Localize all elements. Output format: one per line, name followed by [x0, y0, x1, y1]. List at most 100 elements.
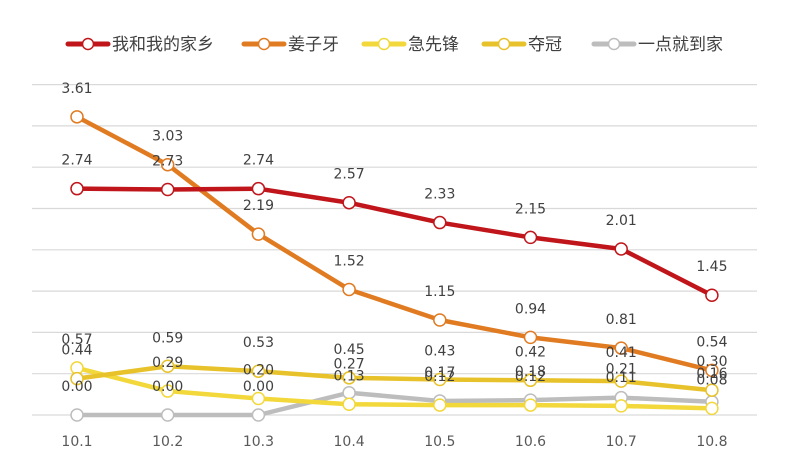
- data-label: 0.20: [243, 362, 274, 378]
- series-0: [70, 181, 719, 302]
- data-point[interactable]: [251, 408, 266, 422]
- legend-marker-icon: [497, 37, 511, 51]
- gridlines: [32, 83, 757, 416]
- legend-label: 我和我的家乡: [112, 35, 214, 55]
- data-point[interactable]: [614, 399, 628, 413]
- series-3: [70, 359, 719, 397]
- data-label: 0.29: [152, 355, 183, 371]
- legend-label: 一点就到家: [638, 35, 723, 55]
- data-labels: 2.74 2.73 2.74 2.57 2.33 2.15 2.01 1.45 3.61 3.03…: [61, 81, 727, 395]
- data-point[interactable]: [70, 181, 84, 196]
- data-point[interactable]: [705, 288, 719, 302]
- data-point[interactable]: [251, 391, 266, 406]
- x-tick-label: 10.3: [243, 434, 274, 450]
- series-line: [74, 390, 715, 418]
- x-axis: 10.1 10.2 10.3 10.4 10.5 10.6 10.7 10.8: [61, 434, 727, 450]
- data-point[interactable]: [614, 341, 628, 355]
- data-label: 0.43: [424, 343, 455, 359]
- legend-item[interactable]: 一点就到家: [591, 35, 723, 55]
- data-point[interactable]: [523, 398, 538, 412]
- data-point[interactable]: [523, 230, 538, 245]
- data-point[interactable]: [523, 373, 538, 388]
- data-label: 0.17: [424, 365, 455, 381]
- data-label: 2.33: [424, 187, 455, 203]
- data-point[interactable]: [160, 182, 175, 197]
- x-tick-label: 10.8: [696, 434, 727, 450]
- legend-marker-icon: [81, 37, 95, 51]
- data-label: 0.81: [606, 312, 637, 328]
- data-point[interactable]: [523, 330, 538, 345]
- legend-label: 夺冠: [528, 35, 562, 55]
- data-point[interactable]: [251, 181, 266, 196]
- series-line: [74, 186, 715, 298]
- data-point[interactable]: [160, 359, 175, 374]
- data-point[interactable]: [70, 408, 84, 422]
- data-point[interactable]: [705, 363, 719, 378]
- data-label: 0.45: [334, 342, 365, 358]
- data-point[interactable]: [705, 383, 719, 397]
- legend-item[interactable]: 夺冠: [481, 35, 562, 55]
- data-label: 0.12: [515, 369, 546, 385]
- data-point[interactable]: [342, 195, 356, 210]
- data-label: 0.59: [152, 330, 183, 346]
- data-label: 2.19: [243, 198, 274, 214]
- data-label: 3.03: [152, 129, 183, 145]
- data-point[interactable]: [705, 401, 719, 416]
- data-label: 0.00: [61, 379, 92, 395]
- data-point[interactable]: [160, 384, 175, 398]
- x-tick-label: 10.7: [606, 434, 637, 450]
- data-point[interactable]: [160, 157, 175, 172]
- legend-item[interactable]: 姜子牙: [241, 35, 339, 55]
- data-label: 0.42: [515, 344, 546, 360]
- data-label: 2.01: [606, 213, 637, 229]
- legend-item[interactable]: 急先锋: [361, 35, 459, 55]
- data-point[interactable]: [342, 282, 356, 297]
- data-label: 0.00: [243, 379, 274, 395]
- data-label: 0.41: [606, 345, 637, 361]
- data-label: 1.52: [334, 253, 365, 269]
- data-point[interactable]: [614, 242, 628, 256]
- data-point[interactable]: [70, 371, 84, 386]
- data-label: 2.15: [515, 201, 546, 217]
- data-point[interactable]: [251, 227, 266, 241]
- data-point[interactable]: [433, 215, 447, 230]
- data-label: 0.12: [424, 369, 455, 385]
- series-1: [70, 110, 719, 378]
- data-point[interactable]: [342, 371, 356, 385]
- data-point[interactable]: [342, 397, 356, 412]
- data-label: 2.57: [334, 167, 365, 183]
- data-label: 2.73: [152, 154, 183, 170]
- data-point[interactable]: [342, 385, 356, 400]
- data-label: 0.27: [334, 357, 365, 373]
- data-label: 1.15: [424, 284, 455, 300]
- legend: 我和我的家乡 姜子牙 急先锋 夺冠 一点就到家: [65, 35, 723, 55]
- legend-item[interactable]: 我和我的家乡: [65, 35, 214, 55]
- x-tick-label: 10.1: [61, 434, 92, 450]
- series-line: [74, 365, 715, 411]
- legend-label: 姜子牙: [288, 35, 339, 55]
- data-label: 0.21: [606, 362, 637, 378]
- data-point[interactable]: [433, 372, 447, 387]
- data-label: 1.45: [696, 259, 727, 275]
- data-label: 0.16: [696, 366, 727, 382]
- data-point[interactable]: [70, 110, 84, 124]
- data-label: 0.30: [696, 354, 727, 370]
- data-point[interactable]: [160, 408, 175, 422]
- data-label: 0.44: [61, 343, 92, 359]
- data-point[interactable]: [614, 374, 628, 388]
- data-label: 0.54: [696, 334, 727, 350]
- series-2: [70, 361, 719, 416]
- data-point[interactable]: [433, 313, 447, 327]
- x-tick-label: 10.5: [424, 434, 455, 450]
- data-label: 0.13: [334, 368, 365, 384]
- legend-marker-icon: [257, 37, 271, 51]
- legend-label: 急先锋: [408, 35, 459, 55]
- data-label: 2.74: [61, 153, 92, 169]
- data-point[interactable]: [251, 364, 266, 378]
- legend-marker-icon: [607, 37, 621, 51]
- data-label: 0.08: [696, 372, 727, 388]
- data-point[interactable]: [433, 398, 447, 412]
- data-label: 0.94: [515, 301, 546, 317]
- data-label: 0.53: [243, 335, 274, 351]
